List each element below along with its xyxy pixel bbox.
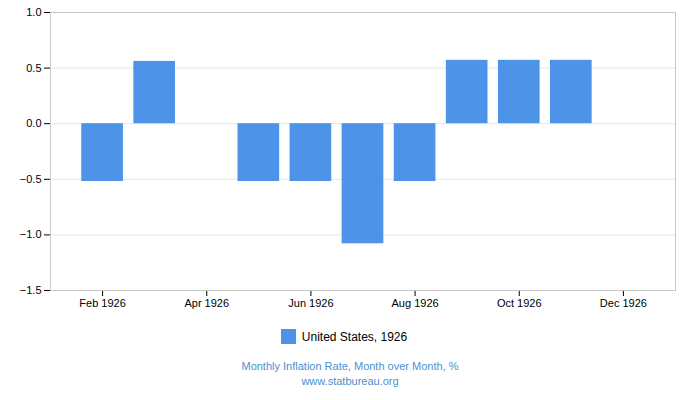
svg-text:−1.0: −1.0 bbox=[20, 228, 42, 240]
svg-text:Aug 1926: Aug 1926 bbox=[392, 297, 439, 309]
svg-text:Dec 1926: Dec 1926 bbox=[600, 297, 647, 309]
svg-text:Feb 1926: Feb 1926 bbox=[79, 297, 125, 309]
svg-text:−0.5: −0.5 bbox=[20, 173, 42, 185]
html-text:United States, 1926: United States, 1926 bbox=[301, 329, 408, 344]
svg-text:1.0: 1.0 bbox=[26, 6, 41, 18]
svg-text:Apr 1926: Apr 1926 bbox=[184, 297, 229, 309]
html-text:www.statbureau.org: www.statbureau.org bbox=[301, 375, 399, 387]
svg-text:−1.5: −1.5 bbox=[20, 284, 42, 296]
html-text:Monthly Inflation Rate, Month: Monthly Inflation Rate, Month over Month… bbox=[241, 360, 459, 372]
svg-text:Jun 1926: Jun 1926 bbox=[288, 297, 333, 309]
svg-text:0.0: 0.0 bbox=[26, 117, 41, 129]
svg-text:Oct 1926: Oct 1926 bbox=[497, 297, 542, 309]
svg-text:0.5: 0.5 bbox=[26, 62, 41, 74]
